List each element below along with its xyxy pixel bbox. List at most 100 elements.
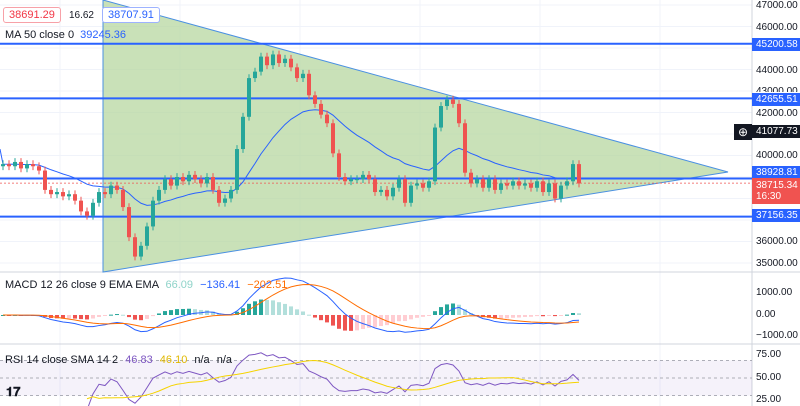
macd-histogram-bar	[535, 315, 539, 317]
macd-histogram-bar	[61, 315, 65, 319]
rsi-na-1: n/a	[194, 354, 210, 366]
macd-histogram-bar	[121, 314, 125, 316]
candle-body	[43, 170, 47, 190]
candle-body	[109, 185, 113, 195]
candle-body	[7, 164, 11, 167]
rsi-value: 46.83	[125, 354, 153, 366]
candle-body	[307, 73, 311, 96]
macd-histogram-bar	[463, 309, 467, 315]
macd-histogram-bar	[235, 311, 239, 315]
candle-body	[31, 164, 35, 167]
macd-histogram-bar	[565, 314, 569, 316]
macd-histogram-bar	[181, 308, 185, 315]
macd-histogram-bar	[379, 315, 383, 327]
candle-body	[115, 185, 119, 190]
macd-value: −136.41	[200, 279, 241, 291]
macd-histogram-bar	[145, 315, 149, 319]
buy-price-button[interactable]: 38707.91	[102, 7, 160, 23]
macd-histogram-bar	[517, 315, 521, 318]
sell-price-button[interactable]: 38691.29	[3, 7, 61, 23]
macd-histogram-bar	[499, 315, 503, 319]
price-tick: 42000.00	[756, 108, 798, 119]
candle-body	[253, 71, 257, 79]
candle-body	[211, 177, 215, 190]
candle-body	[541, 181, 545, 193]
macd-histogram-bar	[541, 315, 545, 317]
candle-body	[331, 123, 335, 154]
add-plus-icon[interactable]: ⊕	[734, 124, 752, 140]
ma-legend[interactable]: MA 50 close 0 39245.36	[5, 29, 126, 41]
rsi-sma-value: 46.10	[159, 354, 188, 366]
macd-histogram-bar	[373, 315, 377, 328]
macd-histogram-bar	[73, 315, 77, 319]
quote-bar: 38691.29 16.62 38707.91	[3, 7, 160, 23]
candle-body	[391, 187, 395, 197]
macd-histogram-bar	[85, 315, 89, 320]
candle-body	[361, 174, 365, 180]
candle-body	[85, 211, 89, 216]
macd-histogram-bar	[295, 309, 299, 315]
macd-histogram-bar	[55, 315, 59, 319]
macd-histogram-bar	[529, 315, 533, 317]
candle-body	[55, 192, 59, 195]
rsi-legend[interactable]: RSI 14 close SMA 14 2 46.83 46.10 n/a n/…	[5, 354, 232, 366]
candle-body	[553, 183, 557, 199]
macd-histogram-bar	[439, 307, 443, 315]
macd-histogram-bar	[175, 309, 179, 315]
crosshair-price-tag: 41077.73	[752, 125, 800, 138]
candle-body	[73, 194, 77, 201]
level-tag[interactable]: 38928.81	[752, 166, 800, 179]
rsi-tick: 25.00	[756, 394, 782, 405]
candle-body	[421, 183, 425, 188]
rsi-legend-label: RSI 14 close SMA 14 2	[5, 354, 119, 366]
last-price: 38715.34	[756, 180, 798, 191]
candle-body	[397, 179, 401, 188]
macd-histogram-bar	[103, 315, 107, 316]
macd-tick: 0.00	[756, 309, 776, 320]
candle-body	[169, 179, 173, 186]
candle-body	[19, 161, 23, 169]
rsi-tick: 50.00	[756, 372, 782, 383]
candle-body	[235, 149, 239, 190]
candle-body	[103, 192, 107, 195]
macd-histogram-bar	[421, 315, 425, 317]
candle-body	[61, 192, 65, 197]
candle-body	[547, 183, 551, 193]
candle-body	[283, 58, 287, 64]
candle-body	[499, 183, 503, 190]
macd-histogram-bar	[403, 315, 407, 322]
level-tag[interactable]: 37156.35	[752, 209, 800, 222]
macd-histogram-bar	[301, 311, 305, 315]
candle-body	[121, 189, 125, 208]
candle-body	[217, 189, 221, 203]
candle-body	[247, 78, 251, 117]
candle-body	[469, 172, 473, 184]
ma-50-line	[0, 109, 580, 206]
macd-histogram-bar	[139, 315, 143, 321]
candle-body	[349, 179, 353, 182]
candle-body	[373, 179, 377, 193]
macd-histogram-bar	[265, 299, 269, 315]
candle-body	[301, 73, 305, 79]
macd-histogram-bar	[169, 310, 173, 315]
macd-histogram-bar	[433, 311, 437, 315]
price-tick: 43000.00	[756, 86, 798, 92]
rsi-na-2: n/a	[216, 354, 233, 366]
candle-body	[223, 198, 227, 203]
candle-body	[505, 183, 509, 186]
candle-body	[49, 189, 53, 195]
macd-histogram-bar	[79, 315, 83, 320]
candle-body	[565, 181, 569, 186]
candle-body	[457, 103, 461, 124]
macd-histogram-bar	[157, 313, 161, 315]
candle-body	[181, 177, 185, 182]
macd-histogram-bar	[325, 315, 329, 323]
candle-body	[409, 185, 413, 203]
tradingview-logo-icon[interactable]: 𝟏𝟕	[6, 384, 21, 399]
macd-legend[interactable]: MACD 12 26 close 9 EMA EMA 66.09 −136.41…	[5, 279, 287, 291]
level-tag[interactable]: 42655.51	[752, 93, 800, 106]
macd-histogram-bar	[253, 301, 257, 315]
candle-body	[577, 164, 581, 184]
level-tag[interactable]: 45200.58	[752, 38, 800, 51]
